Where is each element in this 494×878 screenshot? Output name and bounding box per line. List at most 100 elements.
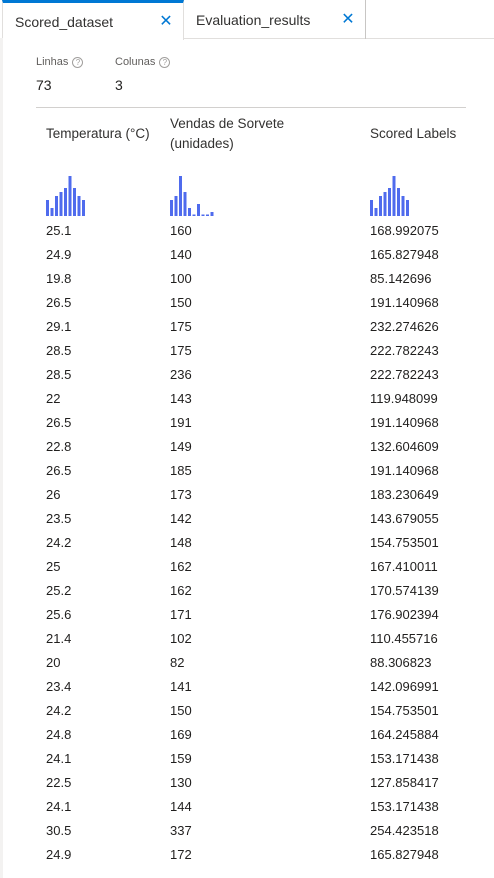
table-cell: 141: [170, 679, 192, 694]
table-cell: 175: [170, 319, 192, 334]
table-cell: 160: [170, 223, 192, 238]
histogram-temperatura[interactable]: [46, 174, 106, 218]
table-cell: 23.4: [46, 679, 72, 694]
table-cell: 191: [170, 415, 192, 430]
tab-bar: Scored_dataset ✕ Evaluation_results ✕: [0, 0, 494, 40]
table-cell: 148: [170, 535, 192, 550]
table-cell: 222.782243: [370, 343, 439, 358]
table-cell: 171: [170, 607, 192, 622]
table-cell: 24.1: [46, 799, 72, 814]
table-cell: 150: [170, 295, 192, 310]
table-cell: 28.5: [46, 343, 72, 358]
table-cell: 167.410011: [370, 559, 438, 574]
table-row: 23.4 141 142.096991: [0, 676, 494, 700]
table-cell: 165.827948: [370, 847, 439, 862]
table-cell: 29.1: [46, 319, 72, 334]
table-row: 22.8 149 132.604609: [0, 436, 494, 460]
table-cell: 24.2: [46, 703, 72, 718]
columns-value: 3: [115, 77, 123, 93]
table-cell: 143: [170, 391, 192, 406]
table-row: 28.5 175 222.782243: [0, 340, 494, 364]
table-cell: 26.5: [46, 295, 72, 310]
table-cell: 191.140968: [370, 415, 439, 430]
histogram-bar: [201, 214, 205, 216]
columns-label: Colunas: [115, 56, 156, 68]
table-row: 25.6 171 176.902394: [0, 604, 494, 628]
table-row: 26.5 185 191.140968: [0, 460, 494, 484]
table-cell: 24.9: [46, 247, 72, 262]
rows-label: Linhas: [36, 56, 69, 68]
histogram-scored-labels[interactable]: [370, 174, 430, 218]
histogram-bar: [406, 200, 409, 216]
table-cell: 143.679055: [370, 511, 439, 526]
table-row: 24.9 140 165.827948: [0, 244, 494, 268]
table-cell: 169: [170, 727, 192, 742]
histogram-bar: [170, 200, 173, 216]
table-row: 21.4 102 110.455716: [0, 628, 494, 652]
tab-scored-dataset[interactable]: Scored_dataset ✕: [2, 0, 184, 40]
table-cell: 132.604609: [370, 439, 439, 454]
tab-evaluation-results[interactable]: Evaluation_results ✕: [184, 0, 366, 39]
column-header-vendas[interactable]: Vendas de Sorvete (unidades): [170, 116, 285, 151]
table-row: 24.1 159 153.171438: [0, 748, 494, 772]
table-cell: 153.171438: [370, 751, 439, 766]
histogram-bar: [174, 196, 178, 216]
histogram-bar: [183, 192, 187, 216]
table-cell: 191.140968: [370, 295, 439, 310]
table-row: 25.1 160 168.992075: [0, 220, 494, 244]
table-row: 28.5 236 222.782243: [0, 364, 494, 388]
table-row: 26 173 183.230649: [0, 484, 494, 508]
histogram-bar: [82, 200, 85, 216]
table-row: 26.5 191 191.140968: [0, 412, 494, 436]
histogram-bar: [388, 188, 391, 216]
table-cell: 21.4: [46, 631, 72, 646]
table-cell: 154.753501: [370, 703, 439, 718]
table-cell: 30.5: [46, 823, 72, 838]
table-cell: 172: [170, 847, 192, 862]
table-cell: 149: [170, 439, 192, 454]
table-cell: 88.306823: [370, 655, 432, 670]
table-row: 24.1 144 153.171438: [0, 796, 494, 820]
table-cell: 25.1: [46, 223, 72, 238]
table-cell: 22.5: [46, 775, 72, 790]
help-icon[interactable]: ?: [72, 56, 84, 68]
columns-stat: Colunas ? 3: [115, 56, 171, 93]
divider: [36, 107, 466, 108]
table-cell: 170.574139: [370, 583, 439, 598]
table-cell: 140: [170, 247, 192, 262]
data-table: 25.1 160 168.992075 24.9 140 165.827948 19.8 10…: [0, 220, 494, 868]
table-cell: 25.6: [46, 607, 72, 622]
column-header-scored-labels[interactable]: Scored Labels: [370, 126, 457, 141]
table-cell: 25: [46, 559, 61, 574]
tab-label: Scored_dataset: [15, 13, 114, 30]
table-row: 24.9 172 165.827948: [0, 844, 494, 868]
table-row: 25 162 167.410011: [0, 556, 494, 580]
column-header-temperatura[interactable]: Temperatura (°C): [46, 126, 150, 141]
table-cell: 130: [170, 775, 192, 790]
table-cell: 110.455716: [370, 631, 438, 646]
close-icon[interactable]: ✕: [159, 12, 173, 30]
table-cell: 24.8: [46, 727, 72, 742]
table-cell: 102: [170, 631, 192, 646]
histogram-bar: [374, 208, 378, 216]
help-icon[interactable]: ?: [159, 56, 171, 68]
table-cell: 100: [170, 271, 192, 286]
table-cell: 127.858417: [370, 775, 439, 790]
histogram-bar: [59, 192, 63, 216]
table-cell: 176.902394: [370, 607, 439, 622]
table-cell: 159: [170, 751, 192, 766]
table-row: 22 143 119.948099: [0, 388, 494, 412]
left-edge-border: [0, 38, 3, 878]
table-cell: 26.5: [46, 415, 72, 430]
table-row: 23.5 142 143.679055: [0, 508, 494, 532]
histogram-bar: [401, 196, 405, 216]
histogram-bar: [192, 214, 196, 216]
histogram-vendas[interactable]: [170, 174, 230, 218]
histogram-bar: [370, 200, 373, 216]
table-cell: 85.142696: [370, 271, 432, 286]
table-cell: 164.245884: [370, 727, 439, 742]
table-cell: 142: [170, 511, 192, 526]
table-row: 25.2 162 170.574139: [0, 580, 494, 604]
close-icon[interactable]: ✕: [341, 10, 355, 28]
table-cell: 26: [46, 487, 61, 502]
